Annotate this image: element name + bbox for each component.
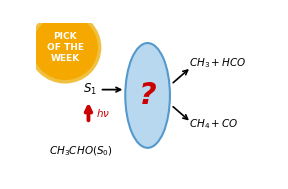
Text: $S_1$: $S_1$ <box>83 82 96 97</box>
Text: $CH_3 + HCO$: $CH_3 + HCO$ <box>189 57 247 70</box>
Ellipse shape <box>31 13 100 82</box>
Text: ?: ? <box>139 81 156 110</box>
Ellipse shape <box>125 43 170 148</box>
Text: PICK
OF THE
WEEK: PICK OF THE WEEK <box>47 32 84 63</box>
Text: $h\nu$: $h\nu$ <box>96 107 110 119</box>
Text: $CH_3CHO(S_0)$: $CH_3CHO(S_0)$ <box>49 144 113 158</box>
Text: $CH_4 + CO$: $CH_4 + CO$ <box>189 118 238 132</box>
